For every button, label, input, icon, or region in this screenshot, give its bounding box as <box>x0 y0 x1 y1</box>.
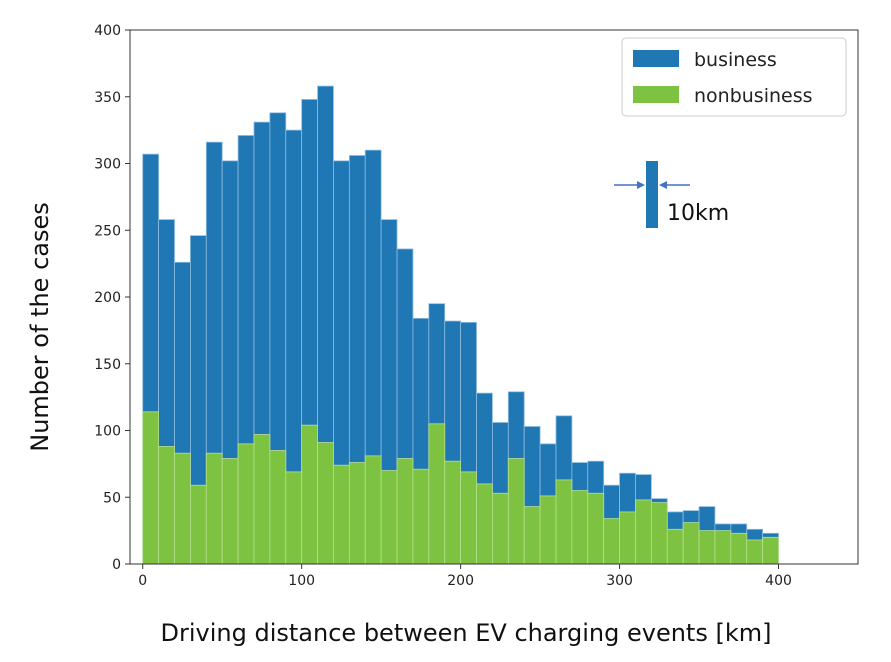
x-tick-label: 300 <box>606 573 633 589</box>
nonbusiness-bar <box>714 530 732 565</box>
nonbusiness-bar <box>142 411 160 565</box>
legend: business nonbusiness <box>621 37 847 117</box>
nonbusiness-bar <box>317 442 334 565</box>
y-tick-label: 200 <box>94 290 121 306</box>
nonbusiness-bar <box>492 492 509 565</box>
y-tick-label: 0 <box>112 557 121 573</box>
bin-width-sample-bar <box>646 161 658 228</box>
nonbusiness-bar <box>635 499 652 565</box>
nonbusiness-bar <box>682 522 700 565</box>
nonbusiness-bar <box>603 518 620 565</box>
y-tick-label: 250 <box>94 223 121 239</box>
nonbusiness-bar <box>746 539 764 565</box>
nonbusiness-bar <box>698 530 716 565</box>
y-axis: 0 50 100 150 200 250 300 350 400 <box>94 23 130 573</box>
y-tick-label: 350 <box>94 90 121 106</box>
nonbusiness-bar <box>269 450 287 565</box>
nonbusiness-bar <box>174 452 191 565</box>
legend-label-business: business <box>694 49 777 71</box>
nonbusiness-bar <box>444 460 462 565</box>
nonbusiness-bar <box>396 458 414 565</box>
nonbusiness-bar <box>587 492 605 565</box>
nonbusiness-bar <box>221 458 239 565</box>
nonbusiness-bar <box>412 468 430 565</box>
legend-swatch-nonbusiness <box>633 86 679 103</box>
bin-width-annotation: 10km <box>614 161 729 228</box>
right-arrow-head <box>659 181 667 189</box>
legend-swatch-business <box>633 50 679 67</box>
x-axis: 0 100 200 300 400 <box>138 564 792 589</box>
nonbusiness-bar <box>476 483 493 565</box>
nonbusiness-bar <box>348 462 366 565</box>
nonbusiness-bar <box>523 506 541 565</box>
y-axis-title: Number of the cases <box>26 202 54 452</box>
y-tick-label: 50 <box>103 490 121 506</box>
x-tick-label: 200 <box>447 573 474 589</box>
nonbusiness-bar <box>555 479 573 565</box>
nonbusiness-bar <box>158 446 175 565</box>
nonbusiness-bar <box>460 471 477 565</box>
nonbusiness-bar <box>762 536 779 565</box>
y-tick-label: 150 <box>94 357 121 373</box>
x-axis-title: Driving distance between EV charging eve… <box>161 619 772 647</box>
nonbusiness-bar <box>285 471 303 565</box>
nonbusiness-bar <box>428 423 446 565</box>
y-tick-label: 100 <box>94 424 121 440</box>
nonbusiness-bar <box>571 490 589 565</box>
nonbusiness-bar <box>253 434 271 565</box>
nonbusiness-bar <box>539 495 557 565</box>
nonbusiness-bar <box>507 458 525 565</box>
nonbusiness-bar <box>237 443 255 565</box>
x-tick-label: 100 <box>288 573 315 589</box>
nonbusiness-bar <box>730 532 748 565</box>
nonbusiness-bar <box>380 470 398 565</box>
nonbusiness-bar <box>364 455 382 565</box>
nonbusiness-bar <box>205 452 223 565</box>
left-arrow-head <box>637 181 645 189</box>
nonbusiness-bar <box>333 464 350 565</box>
x-tick-label: 0 <box>138 573 147 589</box>
nonbusiness-bar <box>301 424 318 565</box>
y-tick-label: 400 <box>94 23 121 39</box>
nonbusiness-bar <box>666 528 684 565</box>
nonbusiness-bar <box>650 502 668 565</box>
nonbusiness-bar <box>619 511 636 565</box>
x-tick-label: 400 <box>765 573 792 589</box>
y-tick-label: 300 <box>94 157 121 173</box>
legend-label-nonbusiness: nonbusiness <box>694 85 813 107</box>
nonbusiness-bar <box>190 484 207 565</box>
bin-width-label: 10km <box>667 201 729 226</box>
